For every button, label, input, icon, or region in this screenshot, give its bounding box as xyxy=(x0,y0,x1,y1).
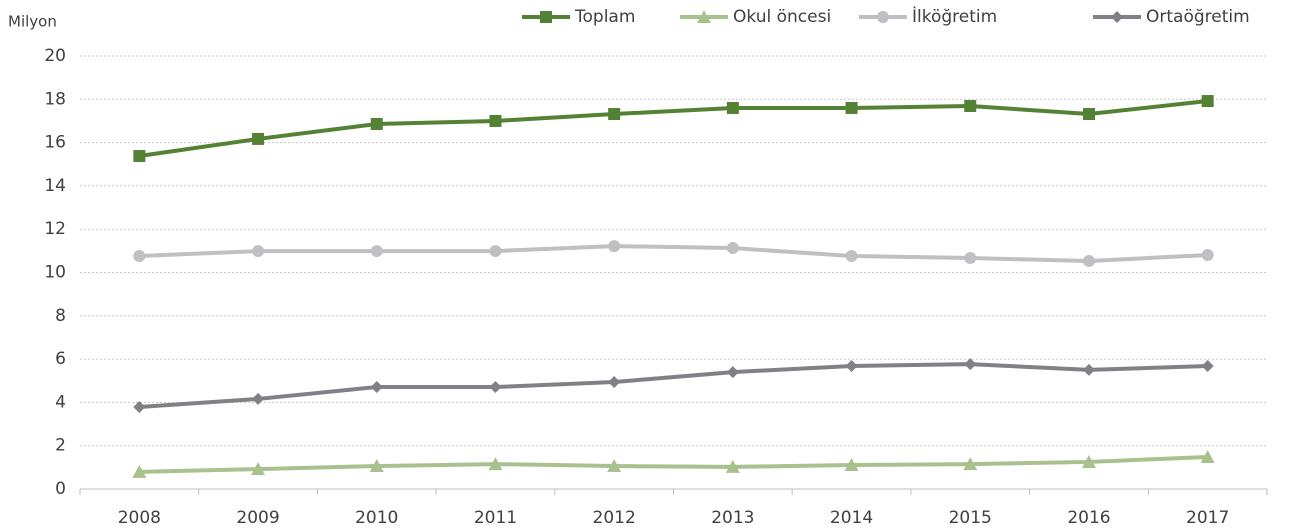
data-point xyxy=(251,462,266,476)
x-tick-label: 2010 xyxy=(355,508,398,528)
data-point xyxy=(964,100,977,113)
data-point xyxy=(1200,449,1215,463)
y-tick-label: 0 xyxy=(55,479,66,499)
x-tick-label: 2015 xyxy=(949,508,992,528)
data-point xyxy=(1082,255,1095,268)
y-tick-label: 20 xyxy=(44,46,66,66)
data-point xyxy=(1201,248,1214,261)
data-point xyxy=(608,240,621,253)
y-tick-label: 6 xyxy=(55,349,66,369)
y-tick-label: 18 xyxy=(44,89,66,109)
data-point xyxy=(370,381,383,394)
data-point xyxy=(844,457,859,471)
data-point xyxy=(1082,108,1095,121)
data-point xyxy=(133,150,146,163)
y-tick-label: 12 xyxy=(44,219,66,239)
data-point xyxy=(369,459,384,473)
x-tick-label: 2009 xyxy=(236,508,279,528)
legend-label: İlköğretim xyxy=(912,6,997,27)
legend-marker xyxy=(877,11,889,23)
series-line xyxy=(139,99,1208,159)
data-point xyxy=(1201,95,1214,108)
data-point xyxy=(963,457,978,471)
data-point xyxy=(133,400,146,413)
legend-label: Ortaöğretim xyxy=(1146,7,1250,27)
x-tick-label: 2016 xyxy=(1067,508,1110,528)
y-tick-label: 4 xyxy=(55,392,66,412)
data-point xyxy=(726,366,739,379)
data-point xyxy=(608,108,621,121)
legend-marker xyxy=(697,10,711,23)
data-point xyxy=(133,250,146,263)
series-line xyxy=(139,454,1208,474)
legend-item: İlköğretim xyxy=(859,6,997,27)
y-axis-label: Milyon xyxy=(8,13,57,31)
y-tick-label: 10 xyxy=(44,263,66,283)
data-point xyxy=(607,459,622,473)
series-line xyxy=(139,362,1208,409)
data-point xyxy=(489,381,502,394)
y-tick-label: 16 xyxy=(44,133,66,153)
data-point xyxy=(132,464,147,478)
data-point xyxy=(725,459,740,473)
data-point xyxy=(1201,360,1214,373)
data-point xyxy=(252,392,265,405)
data-point xyxy=(252,245,265,258)
y-tick-label: 2 xyxy=(55,436,66,456)
data-point xyxy=(370,117,383,130)
legend-item: Toplam xyxy=(522,7,635,27)
data-point xyxy=(608,376,621,389)
data-point xyxy=(964,251,977,264)
x-tick-label: 2011 xyxy=(474,508,517,528)
legend-item: Okul öncesi xyxy=(680,7,831,27)
y-tick-label: 8 xyxy=(55,306,66,326)
data-point xyxy=(252,132,265,145)
legend-label: Toplam xyxy=(574,7,635,27)
data-point xyxy=(489,114,502,127)
data-point xyxy=(845,250,858,263)
series-line xyxy=(139,244,1208,264)
x-tick-label: 2017 xyxy=(1186,508,1229,528)
data-point xyxy=(964,358,977,371)
data-point xyxy=(489,245,502,258)
legend-marker xyxy=(1111,11,1123,23)
data-point xyxy=(1082,363,1095,376)
data-point xyxy=(488,457,503,471)
data-point xyxy=(1081,454,1096,468)
data-point xyxy=(726,101,739,114)
x-tick-label: 2013 xyxy=(711,508,754,528)
legend-marker xyxy=(540,11,552,23)
x-tick-label: 2014 xyxy=(830,508,873,528)
data-point xyxy=(726,242,739,255)
x-tick-label: 2008 xyxy=(118,508,161,528)
legend-item: Ortaöğretim xyxy=(1093,7,1250,27)
x-tick-label: 2012 xyxy=(593,508,636,528)
data-point xyxy=(370,245,383,258)
legend-label: Okul öncesi xyxy=(733,7,831,27)
data-point xyxy=(845,360,858,373)
y-tick-label: 14 xyxy=(44,176,66,196)
data-point xyxy=(845,101,858,114)
